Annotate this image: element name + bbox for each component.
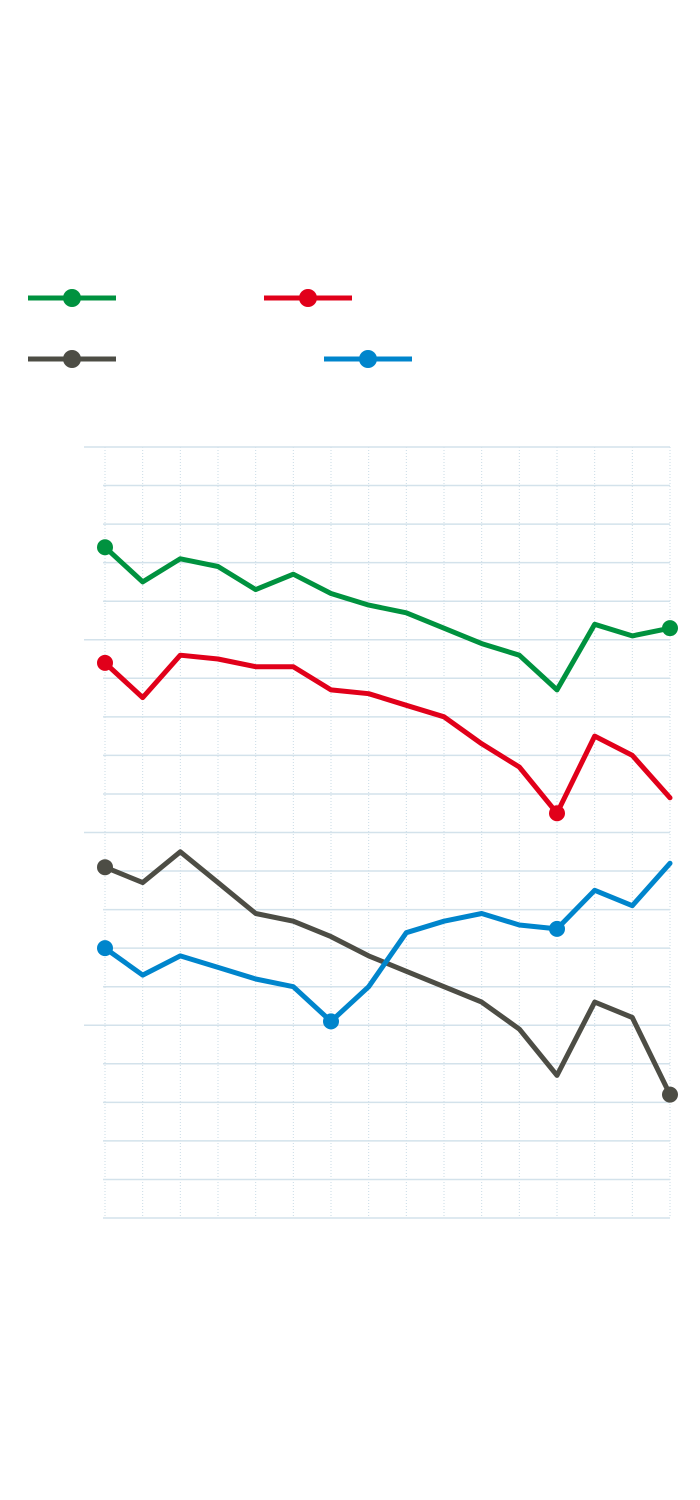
series-layer bbox=[97, 539, 678, 1103]
series-3-line bbox=[102, 849, 673, 1098]
series-2-point bbox=[549, 805, 565, 822]
series-3 bbox=[97, 849, 678, 1103]
legend-swatch-dot bbox=[359, 350, 377, 368]
legend-entry-3 bbox=[28, 350, 116, 368]
legend-entry-2 bbox=[264, 289, 352, 307]
legend-entry-4 bbox=[324, 350, 412, 368]
series-4-point bbox=[549, 920, 565, 937]
series-4-point bbox=[97, 940, 113, 957]
legend bbox=[28, 289, 412, 368]
series-1-point bbox=[662, 620, 678, 637]
series-4 bbox=[97, 860, 673, 1030]
gridlines bbox=[84, 446, 671, 1219]
series-1-line bbox=[102, 544, 673, 693]
legend-swatch-dot bbox=[63, 289, 81, 307]
series-1-point bbox=[97, 539, 113, 556]
series-4-point bbox=[323, 1013, 339, 1030]
series-3-point bbox=[97, 859, 113, 876]
series-2 bbox=[97, 652, 673, 822]
series-1 bbox=[97, 539, 678, 693]
series-2-line bbox=[102, 652, 673, 816]
legend-entry-1 bbox=[28, 289, 116, 307]
legend-swatch-dot bbox=[63, 350, 81, 368]
series-2-point bbox=[97, 654, 113, 671]
series-4-line bbox=[102, 860, 673, 1024]
legend-swatch-dot bbox=[299, 289, 317, 307]
series-3-point bbox=[662, 1086, 678, 1103]
